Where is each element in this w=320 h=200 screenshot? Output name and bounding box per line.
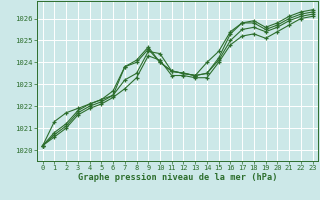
X-axis label: Graphe pression niveau de la mer (hPa): Graphe pression niveau de la mer (hPa) (78, 173, 277, 182)
